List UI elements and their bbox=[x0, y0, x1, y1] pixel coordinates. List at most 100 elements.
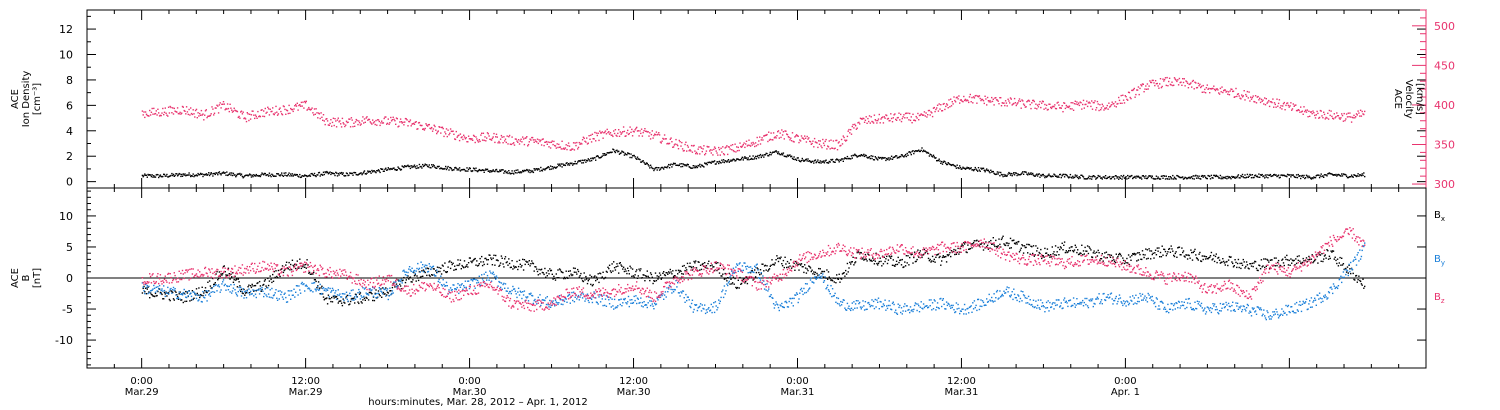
data-point-Bx bbox=[408, 278, 410, 280]
data-point-density bbox=[684, 164, 686, 167]
data-point-Bx bbox=[365, 296, 367, 299]
data-point-density bbox=[1112, 176, 1114, 178]
data-point-density bbox=[716, 161, 718, 163]
data-point-Bx bbox=[595, 279, 597, 282]
data-point-density bbox=[559, 165, 562, 167]
data-point-Bx bbox=[279, 275, 281, 278]
data-point-density bbox=[769, 151, 771, 154]
data-point-density bbox=[400, 168, 403, 171]
data-point-Bx bbox=[1246, 264, 1249, 266]
data-point-velocity bbox=[567, 142, 570, 144]
data-point-density bbox=[677, 164, 679, 166]
data-point-density bbox=[300, 176, 303, 178]
data-point-density bbox=[197, 172, 199, 175]
data-point-density bbox=[966, 166, 968, 169]
data-point-density bbox=[1000, 171, 1002, 174]
data-point-By bbox=[210, 291, 212, 293]
data-point-Bx bbox=[1156, 247, 1158, 249]
data-point-density bbox=[1073, 176, 1076, 178]
data-point-density bbox=[822, 160, 825, 162]
data-point-density bbox=[649, 167, 651, 169]
data-point-velocity bbox=[1132, 89, 1134, 92]
data-point-Bx bbox=[940, 264, 942, 266]
data-point-Bx bbox=[551, 273, 553, 275]
data-point-density bbox=[654, 167, 657, 169]
data-point-By bbox=[151, 289, 153, 291]
data-point-Bx bbox=[1182, 251, 1184, 254]
data-point-density bbox=[642, 160, 644, 162]
data-point-velocity bbox=[1024, 106, 1026, 108]
data-point-density bbox=[1213, 174, 1216, 177]
data-point-Bx bbox=[1139, 253, 1141, 256]
data-point-Bx bbox=[153, 295, 155, 297]
data-point-velocity bbox=[1114, 101, 1117, 103]
data-point-density bbox=[766, 152, 768, 155]
data-point-Bx bbox=[732, 276, 735, 278]
data-point-density bbox=[1289, 174, 1291, 176]
data-point-velocity bbox=[931, 115, 934, 118]
data-point-velocity bbox=[1136, 89, 1138, 91]
data-point-density bbox=[1241, 173, 1244, 176]
data-point-velocity bbox=[689, 149, 691, 151]
data-point-density bbox=[499, 169, 501, 171]
data-point-Bx bbox=[189, 300, 191, 302]
data-point-density bbox=[950, 164, 952, 166]
data-point-Bx bbox=[421, 270, 423, 272]
data-point-density bbox=[918, 149, 920, 151]
data-point-Bx bbox=[228, 273, 230, 275]
data-point-density bbox=[504, 170, 506, 173]
data-point-Bx bbox=[497, 259, 499, 262]
data-point-Bx bbox=[956, 251, 958, 254]
data-point-density bbox=[426, 164, 428, 166]
data-point-velocity bbox=[617, 132, 619, 135]
data-point-Bx bbox=[724, 272, 726, 275]
data-point-Bx bbox=[1277, 259, 1280, 262]
data-point-density bbox=[158, 176, 160, 179]
data-point-density bbox=[996, 171, 999, 173]
data-point-velocity bbox=[1173, 84, 1175, 86]
data-point-density bbox=[231, 174, 234, 177]
data-point-velocity bbox=[285, 113, 287, 115]
data-point-Bx bbox=[506, 261, 508, 263]
data-point-velocity bbox=[1122, 94, 1124, 96]
data-point-Bx bbox=[367, 299, 370, 301]
data-point-Bx bbox=[340, 300, 342, 302]
data-point-density bbox=[1021, 172, 1023, 174]
data-point-velocity bbox=[1314, 114, 1316, 117]
data-point-velocity bbox=[959, 102, 961, 104]
data-point-By bbox=[249, 290, 252, 293]
data-point-Bx bbox=[1086, 245, 1089, 247]
data-point-velocity bbox=[208, 115, 210, 117]
data-point-velocity bbox=[602, 137, 604, 139]
data-point-velocity bbox=[861, 118, 863, 120]
data-point-Bx bbox=[1045, 252, 1047, 254]
data-point-velocity bbox=[931, 112, 933, 114]
data-point-velocity bbox=[963, 95, 965, 98]
data-point-Bx bbox=[378, 293, 380, 296]
data-point-density bbox=[772, 151, 775, 153]
data-point-velocity bbox=[196, 117, 198, 119]
right-tick-label: 400 bbox=[1434, 99, 1455, 112]
data-point-velocity bbox=[765, 134, 767, 136]
data-point-velocity bbox=[1234, 96, 1236, 98]
data-point-density bbox=[1281, 174, 1283, 176]
data-point-density bbox=[782, 152, 785, 154]
data-point-density bbox=[194, 174, 197, 177]
data-point-Bx bbox=[681, 265, 684, 267]
data-point-density bbox=[803, 160, 805, 162]
data-point-velocity bbox=[1337, 115, 1340, 117]
data-point-Bx bbox=[256, 282, 258, 285]
data-point-density bbox=[141, 174, 144, 177]
data-point-Bx bbox=[731, 283, 733, 285]
data-point-Bx bbox=[1330, 250, 1332, 252]
y-tick-label: 4 bbox=[66, 125, 73, 138]
data-point-density bbox=[968, 168, 971, 170]
data-point-Bx bbox=[558, 268, 561, 270]
data-point-density bbox=[568, 164, 571, 166]
data-point-Bx bbox=[868, 258, 871, 260]
data-point-By bbox=[244, 291, 246, 293]
data-point-velocity bbox=[736, 150, 739, 152]
data-point-velocity bbox=[335, 126, 338, 128]
data-point-Bx bbox=[1182, 250, 1185, 252]
data-point-By bbox=[200, 300, 203, 303]
